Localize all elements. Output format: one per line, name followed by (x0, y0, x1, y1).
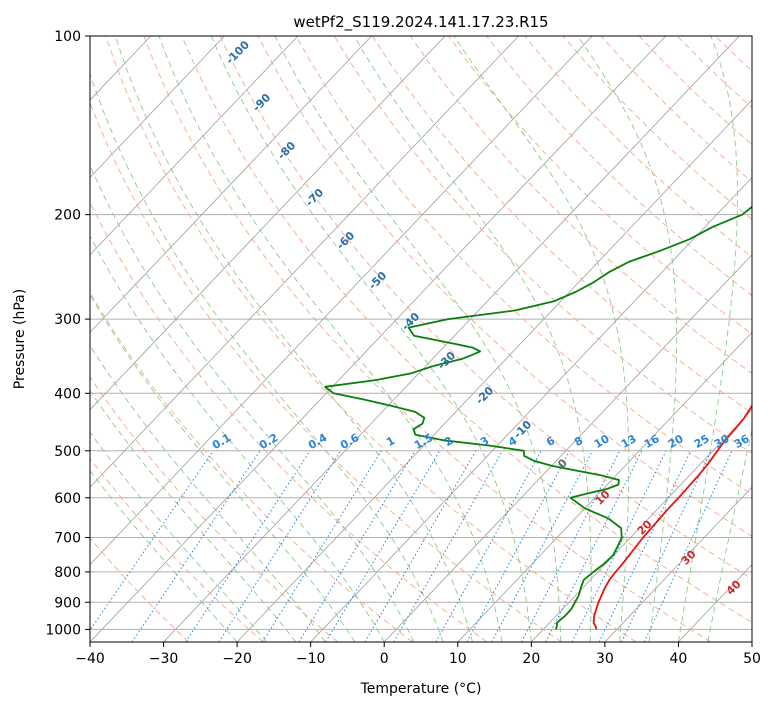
dry-adiabat (333, 36, 752, 455)
y-tick-label: 700 (54, 531, 81, 547)
y-tick-label: 900 (54, 595, 81, 611)
y-tick-label: 100 (54, 29, 81, 45)
dry-adiabat (372, 36, 752, 414)
mixing-ratio-line (298, 450, 416, 642)
moist-adiabat (577, 36, 678, 642)
dewpoint-line (324, 205, 752, 630)
dry-adiabat (486, 36, 752, 296)
moist-adiabat (453, 36, 630, 642)
dry-adiabat (90, 457, 264, 642)
isotherm-line (604, 486, 752, 642)
x-tick-label: 20 (522, 651, 540, 667)
moist-adiabat (353, 36, 592, 642)
moist-adiabat (274, 36, 562, 642)
moist-adiabat (677, 36, 738, 642)
dry-adiabat (295, 36, 752, 496)
isotherm-line (90, 36, 299, 256)
isotherm-line (90, 36, 446, 411)
x-tick-label: 0 (380, 651, 389, 667)
dry-adiabat (90, 201, 488, 642)
moist-adiabat (90, 431, 267, 642)
x-tick-label: −20 (222, 651, 252, 667)
x-axis-label: Temperature (°C) (360, 681, 482, 697)
mixing-ratio-line (90, 450, 214, 631)
isotherm-line (163, 36, 740, 642)
x-tick-label: 30 (596, 651, 614, 667)
y-tick-label: 600 (54, 491, 81, 507)
moist-adiabat (158, 36, 503, 642)
moist-adiabat (90, 389, 297, 642)
dry-adiabat (410, 36, 752, 374)
moist-adiabat (90, 72, 444, 642)
dry-adiabat (90, 537, 190, 642)
mixing-ratio-line (364, 450, 477, 642)
temperature-line (592, 403, 752, 630)
x-tick-label: −30 (149, 651, 179, 667)
y-tick-label: 1000 (45, 622, 81, 638)
moist-adiabat (90, 293, 356, 642)
isotherm-line (90, 36, 519, 488)
dry-adiabat (257, 36, 752, 537)
isotherm-line (236, 99, 752, 642)
isotherm-line (457, 331, 752, 642)
y-tick-label: 500 (54, 444, 81, 460)
y-tick-label: 300 (54, 312, 81, 328)
moist-adiabat (90, 234, 385, 642)
mixing-ratio-line (325, 450, 441, 642)
isotherm-line (90, 36, 593, 566)
mixing-ratio-line (435, 450, 542, 642)
isotherm-line (531, 409, 752, 642)
dry-adiabat (90, 291, 413, 642)
dry-adiabat (448, 36, 752, 335)
dry-adiabat (143, 36, 712, 642)
y-tick-label: 400 (54, 386, 81, 402)
moist-adiabat (90, 344, 326, 642)
x-tick-label: 10 (449, 651, 467, 667)
x-tick-label: 50 (743, 651, 761, 667)
mixing-ratio-line (262, 450, 382, 642)
x-tick-label: −10 (296, 651, 326, 667)
moist-adiabat (210, 36, 532, 642)
profile-lines (324, 205, 752, 630)
dry-adiabat (105, 36, 637, 642)
plot-frame (89, 35, 753, 643)
isotherm-line (383, 254, 752, 642)
y-tick-label: 200 (54, 208, 81, 224)
mixing-ratio-line (218, 450, 342, 642)
chart-title: wetPf2_S119.2024.141.17.23.R15 (293, 13, 548, 32)
x-tick-label: 40 (670, 651, 688, 667)
dry-adiabat (90, 101, 562, 642)
isotherm-line (90, 36, 372, 333)
y-axis-label: Pressure (hPa) (12, 289, 28, 389)
dry-adiabat (181, 36, 752, 623)
mixing-ratio-line (491, 450, 593, 642)
background-lines (90, 36, 752, 642)
mixing-ratio-line (393, 450, 503, 642)
moist-adiabat (707, 427, 752, 642)
isotherm-line (90, 36, 225, 179)
mixing-ratio-line (643, 450, 733, 642)
moist-adiabat (90, 469, 238, 642)
y-tick-label: 800 (54, 565, 81, 581)
x-tick-label: −40 (75, 651, 105, 667)
axis-ticks: −40 −30 −20 −10 0 10 20 30 40 50 100 200 300 400 500 60… (45, 29, 761, 667)
mixing-ratio-line (466, 450, 571, 642)
mixing-ratio-line (598, 450, 692, 642)
isotherm-line (90, 36, 666, 642)
